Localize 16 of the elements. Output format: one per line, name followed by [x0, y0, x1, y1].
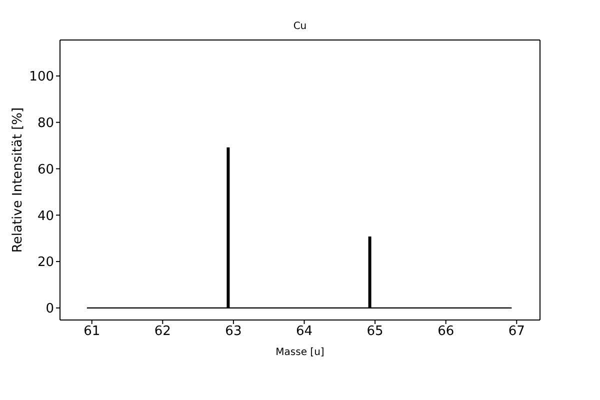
x-tick-label: 62 [154, 324, 171, 340]
y-tick-label: 60 [37, 162, 54, 178]
chart-title: Cu [292, 21, 308, 32]
x-tick-label: 64 [296, 324, 313, 340]
y-axis-title: Relative Intensität [%] [10, 107, 26, 253]
y-tick-label: 80 [37, 116, 54, 131]
y-tick-label: 0 [46, 302, 54, 317]
x-tick-label: 61 [84, 324, 100, 340]
y-tick-label: 40 [37, 208, 54, 224]
y-tick-label: 100 [29, 70, 54, 85]
x-axis-title: Masse [u] [276, 347, 324, 358]
x-tick-label: 63 [225, 324, 242, 340]
x-tick-label: 66 [438, 324, 454, 340]
x-tick-label: 67 [508, 324, 525, 340]
y-tick-label: 20 [37, 255, 54, 270]
x-tick-label: 65 [366, 324, 384, 340]
